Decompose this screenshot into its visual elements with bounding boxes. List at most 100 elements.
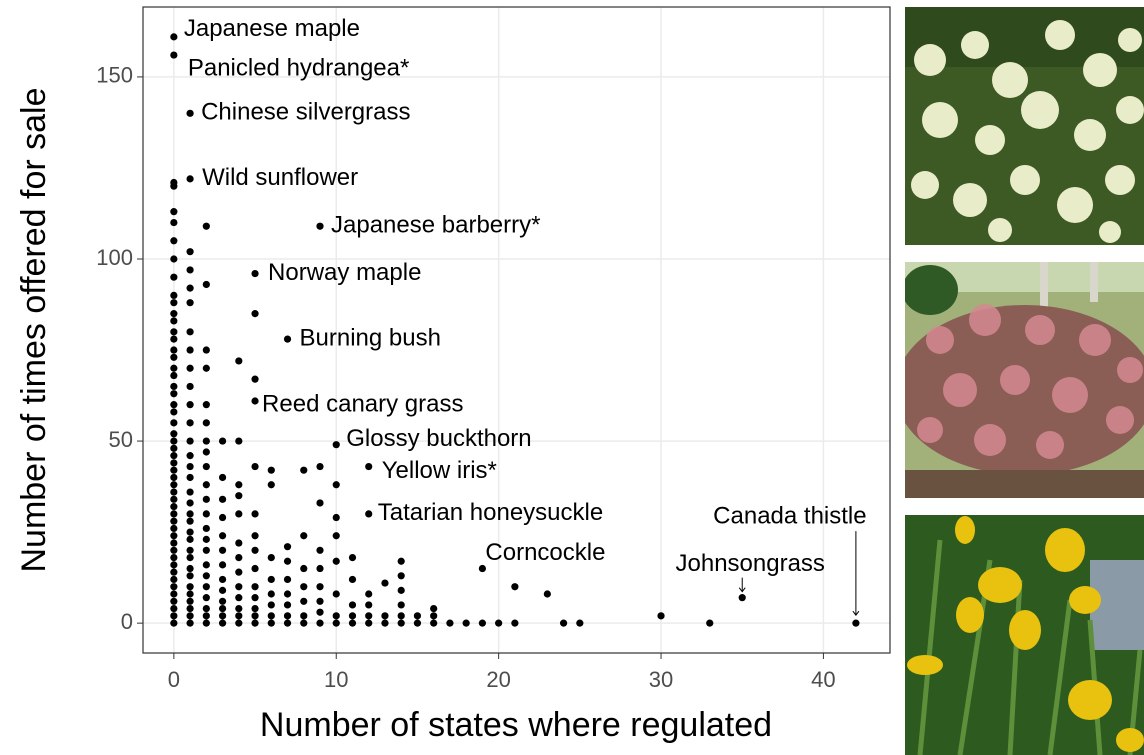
point [170, 569, 177, 576]
point [511, 583, 518, 590]
point [170, 408, 177, 415]
point [268, 612, 275, 619]
point [170, 459, 177, 466]
point [316, 598, 323, 605]
point [170, 208, 177, 215]
x-axis-title: Number of states where regulated [260, 706, 772, 744]
point [170, 299, 177, 306]
point [251, 270, 258, 277]
point [170, 430, 177, 437]
point [170, 255, 177, 262]
point [349, 620, 356, 627]
point [203, 401, 210, 408]
point [284, 612, 291, 619]
point [284, 336, 291, 343]
point [235, 620, 242, 627]
point [170, 590, 177, 597]
point [170, 274, 177, 281]
point [268, 620, 275, 627]
point [186, 110, 193, 117]
point [235, 437, 242, 444]
point-label: Reed canary grass [262, 390, 463, 417]
point [170, 620, 177, 627]
point [170, 419, 177, 426]
figure: Number of states where regulated Number … [0, 0, 1144, 755]
point [186, 285, 193, 292]
point [365, 590, 372, 597]
point [219, 620, 226, 627]
point-label: Corncockle [485, 539, 605, 566]
point [235, 612, 242, 619]
point [219, 514, 226, 521]
point [398, 572, 405, 579]
point [300, 565, 307, 572]
point [852, 620, 859, 627]
point [170, 310, 177, 317]
point [251, 510, 258, 517]
point [203, 419, 210, 426]
point [170, 401, 177, 408]
point [186, 365, 193, 372]
point [284, 558, 291, 565]
point [186, 299, 193, 306]
point [268, 576, 275, 583]
point [398, 612, 405, 619]
point [365, 463, 372, 470]
point [170, 547, 177, 554]
point [219, 474, 226, 481]
point-label: Glossy buckthorn [346, 425, 531, 452]
y-tick-label: 150 [96, 63, 133, 88]
point [349, 554, 356, 561]
point [316, 463, 323, 470]
point [186, 328, 193, 335]
point [251, 397, 258, 404]
point [186, 536, 193, 543]
point [170, 539, 177, 546]
point [333, 620, 340, 627]
point [203, 620, 210, 627]
point [365, 510, 372, 517]
point [235, 594, 242, 601]
point [219, 612, 226, 619]
point [186, 510, 193, 517]
point [170, 503, 177, 510]
point [170, 365, 177, 372]
point [203, 536, 210, 543]
point [170, 467, 177, 474]
point [170, 383, 177, 390]
point [203, 561, 210, 568]
point [365, 620, 372, 627]
point [235, 481, 242, 488]
point [170, 390, 177, 397]
photo-hydrangea [905, 7, 1144, 245]
point [186, 474, 193, 481]
point [316, 620, 323, 627]
point [284, 576, 291, 583]
point-label: Chinese silvergrass [201, 99, 410, 126]
point [219, 547, 226, 554]
point [479, 620, 486, 627]
point [268, 601, 275, 608]
point [203, 605, 210, 612]
point [316, 223, 323, 230]
point [398, 620, 405, 627]
y-tick-label: 100 [96, 245, 133, 270]
point [657, 612, 664, 619]
point-label: Japanese barberry* [331, 212, 540, 239]
point [251, 310, 258, 317]
point [333, 590, 340, 597]
point [203, 281, 210, 288]
point [203, 612, 210, 619]
point [349, 601, 356, 608]
point [365, 601, 372, 608]
point [511, 620, 518, 627]
point [186, 437, 193, 444]
point [284, 601, 291, 608]
point [170, 496, 177, 503]
point [430, 620, 437, 627]
point-label: Yellow iris* [382, 457, 497, 484]
point [333, 558, 340, 565]
point [203, 572, 210, 579]
point [284, 590, 291, 597]
point [349, 612, 356, 619]
